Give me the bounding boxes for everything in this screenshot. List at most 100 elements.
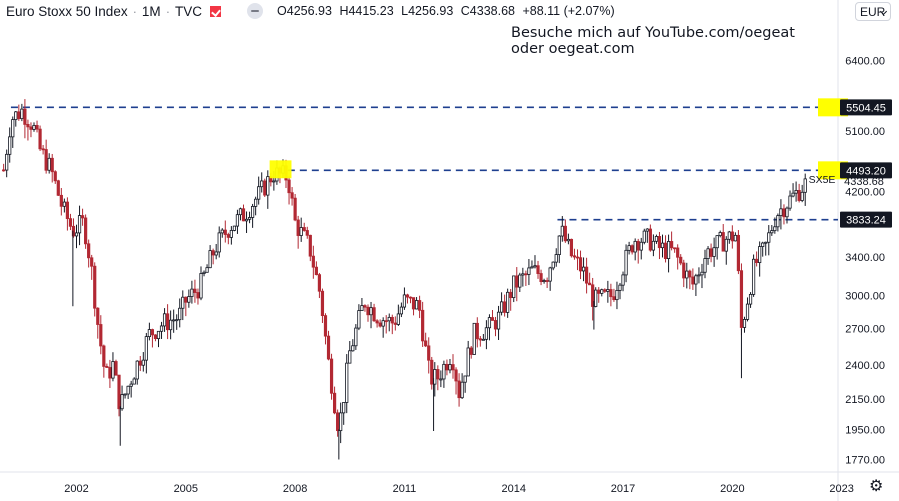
candle-body: [184, 296, 188, 303]
y-tick-label: 1950.00: [845, 424, 885, 436]
level-label: 4493.20: [846, 165, 886, 177]
candle-body: [175, 319, 179, 322]
candle-body: [572, 255, 577, 258]
candle-body: [220, 229, 224, 234]
candle-body: [29, 126, 33, 130]
candle-body: [56, 180, 60, 196]
interval-label: 1M: [141, 3, 161, 19]
candle-body: [84, 217, 88, 245]
candle-body: [41, 148, 45, 151]
candle-body: [26, 124, 30, 128]
candle-body: [694, 275, 698, 285]
candle-body: [430, 359, 434, 385]
x-tick-label: 2011: [393, 483, 417, 495]
candle-body: [518, 274, 522, 288]
candle-body: [509, 291, 513, 299]
flag-icon[interactable]: [210, 5, 222, 17]
candle-body: [378, 322, 382, 327]
candle-body: [326, 335, 331, 360]
candle-body: [679, 256, 683, 264]
candle-body: [156, 330, 161, 340]
price-axis[interactable]: 6400.00 5100.00 4200.00 3400.00 3000.00 2700.…: [845, 56, 885, 467]
y-tick-label: 3400.00: [845, 252, 885, 264]
candle-body: [597, 289, 601, 294]
candle-body: [308, 234, 312, 257]
candle-body: [293, 197, 297, 221]
candle-body: [703, 258, 707, 273]
hide-eye-icon[interactable]: [247, 3, 264, 19]
candle-body: [345, 362, 349, 403]
candle-body: [618, 284, 622, 291]
candle-body: [357, 310, 361, 329]
candle-body: [181, 296, 185, 309]
candle-body: [436, 369, 440, 380]
high-value: 4415.23: [348, 4, 394, 18]
candle-body: [779, 208, 783, 217]
candle-body: [257, 186, 261, 200]
candle-body: [80, 215, 85, 219]
level-label: 5504.45: [846, 102, 886, 114]
candle-body: [414, 300, 419, 310]
annotation-text[interactable]: Besuche mich auf YouTube.com/oegeat oder…: [511, 25, 795, 57]
settings-gear-icon[interactable]: ⚙: [869, 478, 884, 495]
candle-body: [496, 311, 501, 330]
candle-body: [178, 307, 182, 321]
candle-body: [630, 245, 634, 253]
x-tick-label: 2002: [64, 483, 88, 495]
candle-body: [387, 316, 391, 322]
candle-body: [463, 375, 467, 383]
level-label-bg: [840, 162, 892, 179]
candle-body: [600, 289, 604, 294]
symbol-tag: SX5E: [809, 174, 836, 186]
x-tick-label: 2017: [611, 483, 635, 495]
candle-body: [205, 267, 209, 273]
candle-body: [172, 319, 176, 322]
candle-body: [506, 291, 510, 313]
candle-body: [700, 271, 704, 276]
candle-body: [733, 234, 737, 242]
close-value: 4338.68: [469, 4, 515, 18]
candle-body: [764, 241, 768, 244]
candle-body: [569, 238, 574, 257]
symbol-name[interactable]: Euro Stoxx 50 Index: [6, 3, 128, 19]
candle-body: [114, 361, 118, 376]
candle-body: [323, 315, 328, 337]
candle-body: [126, 385, 130, 395]
level-label-bg: [840, 211, 892, 228]
candle-body: [478, 338, 482, 341]
candle-body: [603, 289, 607, 292]
source-label: TVC: [175, 3, 203, 19]
candle-body: [648, 228, 652, 251]
time-axis[interactable]: 2002 2005 2008 2011 2014 2017 2020 2023: [64, 483, 854, 495]
candle-body: [745, 303, 750, 320]
candle-body: [20, 108, 24, 120]
candle-body: [120, 394, 124, 410]
candle-body: [196, 292, 200, 299]
candle-body: [654, 236, 659, 242]
candle-body: [445, 363, 449, 371]
candle-body: [211, 250, 215, 256]
candle-body: [71, 225, 76, 237]
candle-body: [767, 232, 771, 243]
candle-body: [758, 246, 762, 264]
candle-body: [688, 270, 692, 278]
candle-body: [454, 369, 458, 382]
candle-body: [524, 273, 528, 276]
candle-body: [411, 297, 416, 310]
candle-body: [247, 217, 252, 220]
candle-body: [408, 296, 413, 299]
candle-body: [348, 350, 352, 364]
candle-body: [554, 254, 558, 263]
candle-body: [748, 293, 753, 305]
candle-body: [47, 157, 51, 171]
candle-body: [578, 257, 583, 272]
y-tick-label: 2700.00: [845, 323, 885, 335]
candle-body: [803, 178, 807, 193]
candle-body: [788, 195, 792, 209]
candle-body: [609, 289, 613, 298]
candle-body: [670, 241, 674, 249]
candle-body: [475, 322, 479, 340]
currency-select[interactable]: EUR: [855, 2, 891, 21]
candle-body: [360, 305, 364, 311]
